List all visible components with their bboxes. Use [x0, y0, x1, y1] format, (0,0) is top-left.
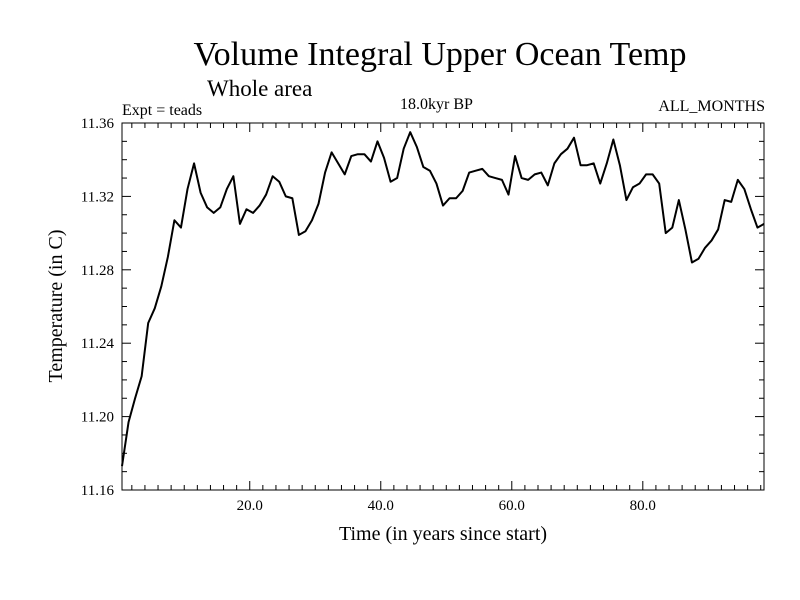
x-tick-label: 20.0 — [237, 498, 263, 514]
tick-labels: 20.0 40.0 60.0 80.0 11.16 11.20 11.24 11.28 11.3… — [81, 116, 656, 514]
y-tick-label: 11.24 — [81, 336, 115, 352]
months-label: ALL_MONTHS — [658, 98, 765, 115]
x-tick-label: 80.0 — [630, 498, 656, 514]
experiment-label: Expt = teads — [122, 102, 203, 119]
y-axis-label: Temperature (in C) — [45, 230, 67, 383]
chart-subtitle: Whole area — [207, 76, 313, 101]
y-tick-label: 11.28 — [81, 263, 114, 279]
y-tick-label: 11.16 — [81, 483, 115, 499]
y-tick-label: 11.20 — [81, 410, 114, 426]
period-label: 18.0kyr BP — [400, 96, 473, 113]
plot-frame — [121, 122, 765, 491]
chart-title: Volume Integral Upper Ocean Temp — [193, 36, 687, 73]
x-tick-label: 40.0 — [368, 498, 394, 514]
x-tick-label: 60.0 — [499, 498, 525, 514]
x-axis-label: Time (in years since start) — [339, 523, 547, 545]
axis-ticks — [122, 122, 764, 491]
y-tick-label: 11.36 — [81, 116, 115, 132]
y-tick-label: 11.32 — [81, 189, 114, 205]
temperature-series-line — [121, 131, 765, 467]
